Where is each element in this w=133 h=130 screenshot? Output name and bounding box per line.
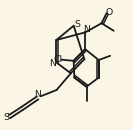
Text: Cl: Cl	[53, 56, 63, 64]
Text: N: N	[83, 25, 90, 34]
Text: N: N	[34, 90, 41, 99]
Text: S: S	[74, 20, 80, 29]
Text: S: S	[3, 113, 9, 122]
Text: O: O	[105, 8, 113, 17]
Text: N: N	[49, 59, 56, 68]
